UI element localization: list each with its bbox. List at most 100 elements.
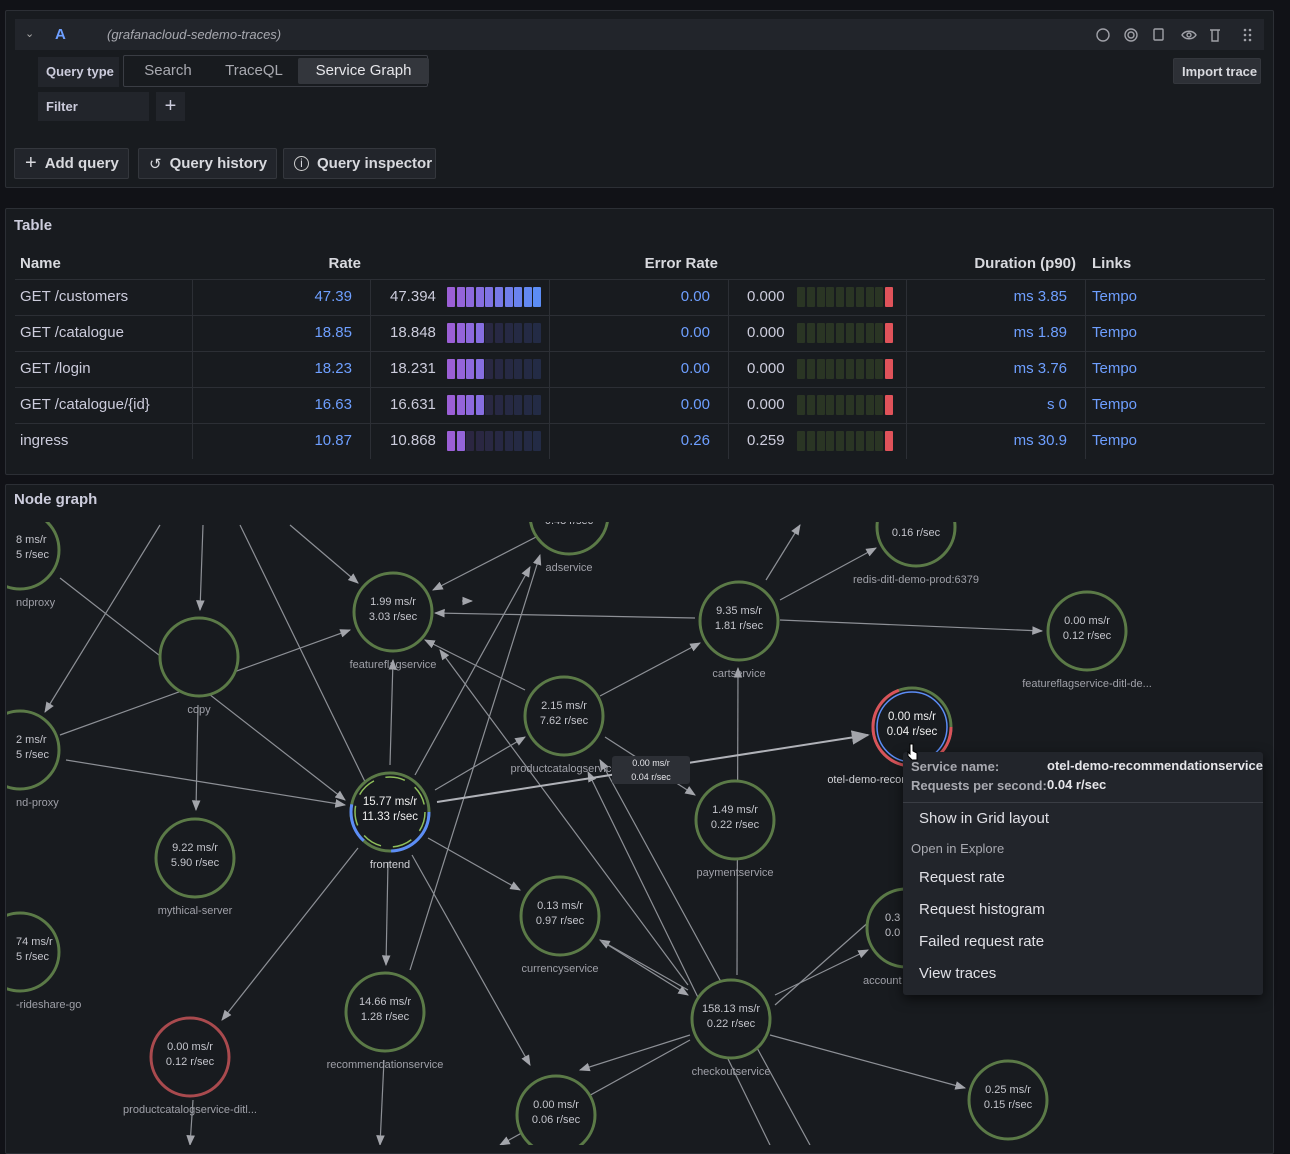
query-header: [15, 19, 1264, 50]
gauge-segment: [816, 431, 825, 451]
menu-field-key: Requests per second:: [911, 778, 1047, 793]
node-stat: 0.13 ms/r: [537, 900, 583, 912]
error-gauge-value: 0.000: [747, 324, 785, 341]
gauge-segment: [456, 287, 465, 307]
link-cell[interactable]: Tempo: [1092, 288, 1138, 305]
edge: [779, 547, 877, 601]
edge: [779, 619, 1044, 635]
menu-field-value: 0.04 r/sec: [1047, 777, 1107, 792]
cell-divider: [549, 315, 550, 351]
gauge-segment: [475, 395, 484, 415]
cell-divider: [906, 387, 907, 423]
gauge-segment: [466, 395, 475, 415]
gauge-segment: [797, 359, 805, 379]
node-stat: 0.97 r/sec: [536, 915, 585, 927]
gauge-segment: [447, 395, 455, 415]
node-label: frontend: [370, 859, 410, 871]
node-label: productcatalogservice: [510, 763, 617, 775]
edge: [381, 861, 391, 967]
gauge-segment: [846, 395, 854, 415]
gauge-segment: [523, 323, 532, 343]
cell-divider: [370, 315, 371, 351]
link-cell[interactable]: Tempo: [1092, 432, 1138, 449]
error-rate-cell: 0.00: [680, 360, 710, 377]
gauge-segment: [495, 395, 503, 415]
rate-cell: 18.23: [314, 360, 352, 377]
node-stat: 9.22 ms/r: [172, 842, 218, 854]
node-circle: [529, 522, 609, 556]
add-query-button[interactable]: + Add query: [14, 148, 129, 179]
rate-gauge-value: 18.848: [390, 324, 436, 341]
query-type-tab[interactable]: Service Graph: [298, 58, 429, 84]
rate-gauge: [447, 395, 542, 415]
edge: [191, 704, 201, 812]
node-stat: 11.33 r/sec: [362, 811, 418, 823]
node-circle: [690, 978, 772, 1060]
edge: [774, 949, 869, 996]
gauge-segment: [885, 395, 894, 415]
node-stat: 7.62 r/sec: [540, 715, 589, 727]
menu-item[interactable]: Request histogram: [919, 901, 1045, 918]
gauge-segment: [475, 323, 484, 343]
link-cell[interactable]: Tempo: [1092, 360, 1138, 377]
edge: [414, 566, 531, 776]
edge: [186, 1099, 195, 1145]
node-label: checkoutservice: [692, 1066, 771, 1078]
link-cell[interactable]: Tempo: [1092, 396, 1138, 413]
link-cell[interactable]: Tempo: [1092, 324, 1138, 341]
cell-divider: [1085, 315, 1086, 351]
error-gauge-value: 0.000: [747, 396, 785, 413]
menu-item[interactable]: Show in Grid layout: [919, 810, 1050, 827]
gauge-segment: [865, 359, 874, 379]
rate-gauge: [447, 359, 542, 379]
collapse-icon[interactable]: ⌄: [25, 28, 35, 40]
add-filter-button[interactable]: +: [156, 92, 185, 121]
row-line: [15, 315, 1265, 316]
menu-item[interactable]: View traces: [919, 965, 997, 982]
gauge-segment: [816, 287, 825, 307]
node-stat: 0.16 r/sec: [892, 527, 941, 539]
menu-item[interactable]: Failed request rate: [919, 933, 1045, 950]
edge: [221, 847, 359, 1021]
node-circle: [698, 580, 780, 662]
rate-gauge-value: 18.231: [390, 360, 436, 377]
gauge-segment: [485, 287, 494, 307]
gauge-segment: [504, 323, 513, 343]
node-circle: [158, 616, 240, 698]
node-label: mythical-server: [158, 905, 233, 917]
node-stat: 0.25 ms/r: [985, 1084, 1031, 1096]
gauge-segment: [806, 395, 815, 415]
query-type-label: Query type: [38, 57, 119, 87]
import-trace-button[interactable]: Import trace: [1173, 58, 1261, 84]
query-actions[interactable]: [1093, 25, 1258, 45]
gauge-segment: [475, 431, 484, 451]
gauge-segment: [447, 287, 455, 307]
row-line: [15, 351, 1265, 352]
node-stat: 158.13 ms/r: [702, 1003, 760, 1015]
edge: [433, 608, 696, 619]
node-stat: 5 r/sec: [16, 549, 50, 561]
error-rate-cell: 0.00: [680, 288, 710, 305]
edge: [427, 837, 521, 891]
node-circle: [1046, 590, 1128, 672]
edge: [774, 911, 881, 1006]
menu-item[interactable]: Request rate: [919, 869, 1005, 886]
query-type-tab[interactable]: TraceQL: [225, 62, 283, 79]
gauge-segment: [475, 359, 484, 379]
gauge-segment: [875, 431, 884, 451]
node-label: adservice: [545, 562, 592, 574]
cell-divider: [906, 423, 907, 459]
gauge-segment: [447, 431, 455, 451]
query-type-tab[interactable]: Search: [144, 62, 192, 79]
cell-divider: [728, 351, 729, 387]
table-title: Table: [14, 217, 53, 234]
gauge-segment: [855, 287, 864, 307]
error-gauge: [797, 359, 901, 379]
datasource: (grafanacloud-sedemo-traces): [107, 27, 282, 42]
column-header: Name: [20, 255, 61, 272]
query-history-button[interactable]: ↺ Query history: [138, 148, 277, 179]
rate-gauge: [447, 287, 542, 307]
query-inspector-button[interactable]: i Query inspector: [283, 148, 436, 179]
gauge-segment: [495, 359, 503, 379]
gauge-segment: [485, 359, 494, 379]
